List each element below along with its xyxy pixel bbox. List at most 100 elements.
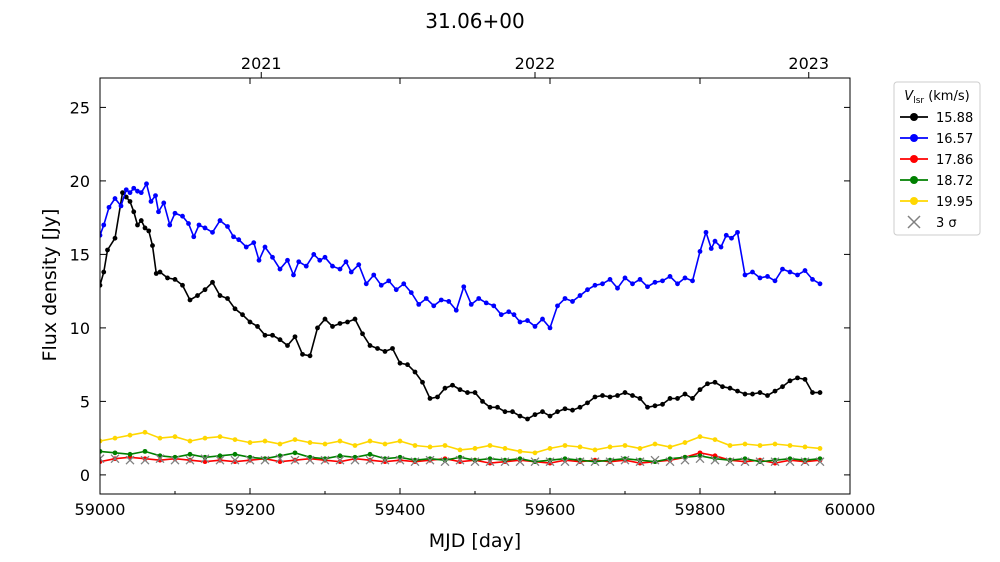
data-point xyxy=(146,228,152,234)
series-layer xyxy=(100,181,825,467)
data-point xyxy=(375,346,380,351)
data-point xyxy=(442,385,448,391)
data-point xyxy=(142,225,148,231)
data-point xyxy=(408,290,414,296)
data-point xyxy=(337,321,343,326)
data-point xyxy=(225,296,230,301)
data-point xyxy=(652,441,658,447)
data-point xyxy=(622,456,628,462)
series-4 xyxy=(100,429,823,456)
data-point xyxy=(225,224,230,229)
data-point xyxy=(652,279,658,285)
sigma-marker xyxy=(575,457,585,467)
legend-entries: 15.88 16.57 17.86 18.72 19.95 3 σ xyxy=(900,111,973,231)
data-point xyxy=(401,281,407,287)
data-point xyxy=(210,229,215,235)
data-point xyxy=(495,404,500,410)
data-point xyxy=(232,437,238,443)
data-point xyxy=(105,247,110,253)
data-point xyxy=(750,269,755,275)
data-point xyxy=(510,409,515,415)
data-point xyxy=(291,272,296,278)
data-point xyxy=(802,444,808,450)
data-point xyxy=(386,278,392,284)
data-point xyxy=(637,276,643,282)
sigma-marker xyxy=(680,455,690,465)
data-point xyxy=(787,378,793,384)
data-point xyxy=(585,287,590,293)
y-axis-ticks: 0 5 10 15 20 25 xyxy=(70,98,850,485)
data-point xyxy=(517,413,523,419)
data-point xyxy=(131,209,137,215)
data-point xyxy=(476,296,482,301)
data-point xyxy=(622,390,628,395)
data-point xyxy=(697,434,703,440)
data-point xyxy=(210,279,215,285)
x-tick-label: 60000 xyxy=(825,500,876,519)
series-5 xyxy=(100,454,825,467)
data-point xyxy=(157,435,163,441)
sigma-marker xyxy=(620,455,630,465)
data-point xyxy=(382,456,388,462)
data-point xyxy=(727,385,733,391)
sigma-marker xyxy=(100,454,105,464)
x-tick-label: 59600 xyxy=(525,500,576,519)
data-point xyxy=(570,407,575,413)
data-point xyxy=(675,396,680,401)
data-point xyxy=(630,281,635,287)
data-point xyxy=(180,282,185,288)
top-axis-ticks: 2021 2022 2023 xyxy=(241,54,829,78)
data-point xyxy=(757,275,763,281)
top-tick-label: 2022 xyxy=(515,54,556,73)
data-point xyxy=(187,438,193,444)
sigma-marker xyxy=(665,457,675,467)
data-point xyxy=(153,193,158,198)
data-point xyxy=(427,456,433,462)
series-0 xyxy=(100,190,823,422)
data-point xyxy=(442,457,448,463)
data-point xyxy=(525,318,530,323)
legend-title-main: V xyxy=(904,89,914,104)
sigma-marker xyxy=(290,455,300,465)
data-point xyxy=(232,451,238,457)
x-axis-ticks: 59000 59200 59400 59600 59800 60000 xyxy=(75,78,876,519)
data-point xyxy=(123,187,129,193)
data-point xyxy=(810,390,815,395)
data-point xyxy=(142,429,148,435)
data-point xyxy=(802,268,808,273)
sigma-marker xyxy=(560,457,570,467)
data-point xyxy=(112,196,118,201)
data-point xyxy=(311,251,317,257)
data-point xyxy=(502,409,508,415)
sigma-marker xyxy=(155,454,165,464)
data-point xyxy=(236,237,242,243)
data-point xyxy=(483,300,489,306)
legend-entry: 18.72 xyxy=(900,174,973,189)
legend-x-marker xyxy=(907,215,921,229)
sigma-marker xyxy=(215,455,225,465)
data-point xyxy=(416,301,422,307)
data-point xyxy=(765,393,770,398)
data-point xyxy=(337,453,343,459)
data-point xyxy=(285,257,290,263)
data-point xyxy=(262,332,268,338)
data-point xyxy=(585,400,590,406)
x-tick-label: 59800 xyxy=(675,500,726,519)
data-point xyxy=(712,456,718,462)
data-point xyxy=(322,456,328,462)
top-tick-label: 2021 xyxy=(241,54,282,73)
data-point xyxy=(442,443,448,448)
data-point xyxy=(187,297,193,303)
data-point xyxy=(420,379,425,385)
data-point xyxy=(517,319,523,325)
data-point xyxy=(532,412,538,418)
data-point xyxy=(427,396,433,401)
data-point xyxy=(577,457,583,463)
data-point xyxy=(127,199,133,204)
data-point xyxy=(100,282,103,288)
data-point xyxy=(682,391,688,397)
data-point xyxy=(255,324,260,329)
legend-entry: 17.86 xyxy=(900,153,973,168)
data-point xyxy=(457,387,463,393)
